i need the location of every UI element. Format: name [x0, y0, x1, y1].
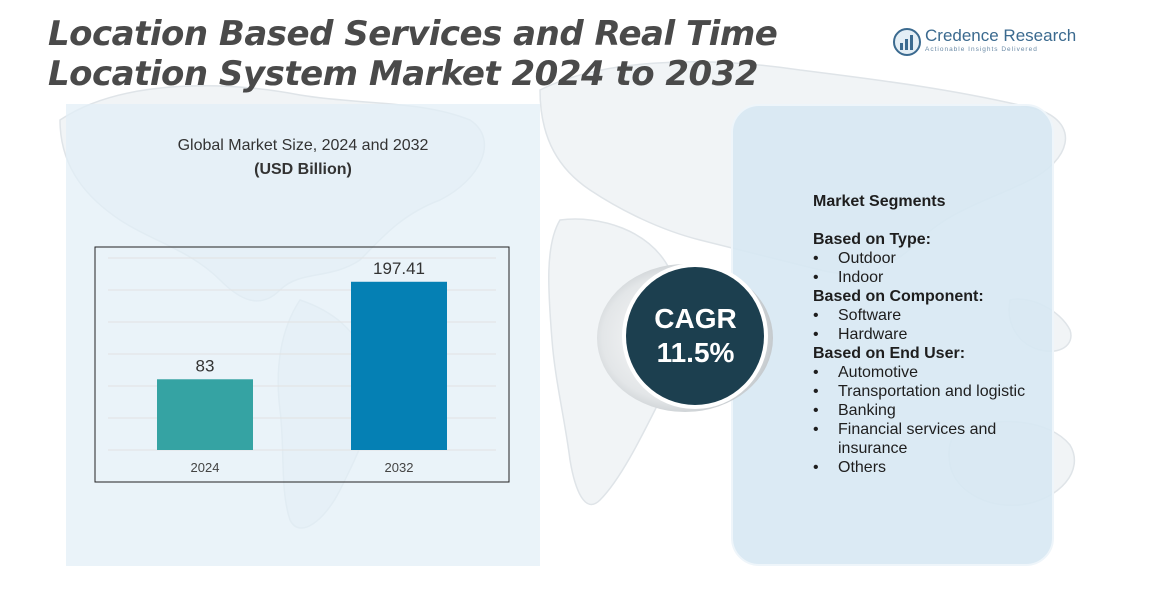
bar-growth-icon — [893, 28, 921, 56]
cagr-badge — [597, 263, 773, 412]
logo-name: Credence Research — [925, 26, 1077, 45]
segment-group-title: Based on Component: — [813, 288, 984, 305]
segment-item: Hardware — [813, 325, 1053, 344]
segment-group-title: Based on Type: — [813, 231, 931, 248]
segment-item: Outdoor — [813, 249, 1053, 268]
segment-item: Others — [813, 458, 1053, 477]
cagr-value: 11.5% — [656, 337, 735, 368]
segment-item: Software — [813, 306, 1053, 325]
brand-logo: Credence Research Actionable Insights De… — [893, 24, 1083, 60]
chart-frame — [94, 246, 510, 483]
bar-value-label: 83 — [196, 356, 215, 375]
segment-item: Indoor — [813, 268, 1053, 287]
segment-group-title: Based on End User: — [813, 345, 966, 362]
segment-group-component: Based on Component: Software Hardware — [813, 287, 1053, 344]
segments-title: Market Segments — [813, 193, 946, 210]
x-tick-label: 2024 — [191, 460, 220, 475]
segment-group-type: Based on Type: Outdoor Indoor — [813, 230, 1053, 287]
bar-2024 — [157, 379, 253, 450]
page-title: Location Based Services and Real Time Lo… — [48, 14, 778, 94]
bar-2032 — [351, 281, 447, 450]
segment-group-end-user: Based on End User: Automotive Transporta… — [813, 344, 1053, 477]
cagr-text: CAGR 11.5% — [624, 302, 767, 370]
market-size-bar-chart: 83 2024 197.41 2032 — [94, 246, 510, 483]
segment-item: Automotive — [813, 363, 1053, 382]
chart-unit: (USD Billion) — [254, 161, 352, 178]
bar-value-label: 197.41 — [373, 259, 425, 278]
x-tick-label: 2032 — [385, 460, 414, 475]
logo-tagline: Actionable Insights Delivered — [925, 46, 1038, 53]
segment-item: Banking — [813, 401, 1053, 420]
segment-item: Financial services and insurance — [813, 420, 1053, 458]
cagr-circle — [626, 267, 764, 405]
market-segments: Market Segments Based on Type: Outdoor I… — [813, 192, 1053, 477]
market-size-panel — [66, 104, 540, 566]
chart-heading: Global Market Size, 2024 and 2032 (USD B… — [66, 134, 540, 182]
segment-item: Transportation and logistic — [813, 382, 1053, 401]
cagr-label: CAGR — [654, 303, 737, 334]
chart-title: Global Market Size, 2024 and 2032 — [177, 137, 429, 154]
